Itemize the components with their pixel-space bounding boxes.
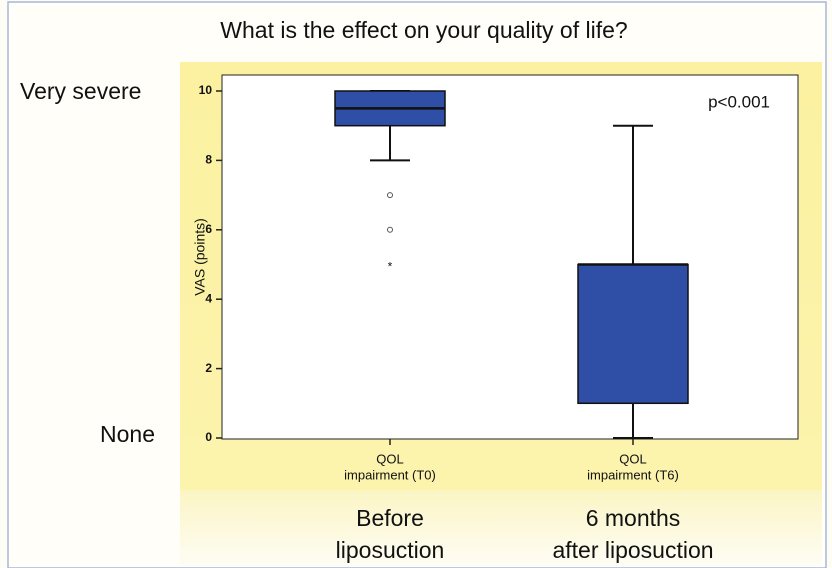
y-tick-label: 6	[205, 222, 212, 236]
group-label: 6 months	[586, 505, 681, 531]
x-tick-label: QOL	[376, 451, 403, 466]
y-tick-label: 8	[205, 153, 212, 167]
x-tick-label: impairment (T0)	[344, 467, 436, 482]
chart-title: What is the effect on your quality of li…	[220, 17, 627, 43]
outlier	[387, 226, 393, 233]
y-axis-label: VAS (points)	[192, 218, 208, 296]
y-tick-label: 10	[199, 83, 213, 97]
x-tick-label: QOL	[619, 451, 646, 466]
plot-area	[221, 74, 799, 440]
scale-label: None	[100, 421, 155, 447]
y-tick-label: 2	[205, 361, 212, 375]
scale-label: Very severe	[20, 78, 141, 104]
x-tick-label: impairment (T6)	[587, 467, 679, 482]
group-label: liposuction	[336, 537, 445, 563]
outlier: *	[388, 260, 393, 274]
group-label: after liposuction	[552, 537, 713, 563]
panel-fade	[180, 490, 822, 566]
group-label: Before	[356, 505, 424, 531]
y-tick-label: 0	[205, 430, 212, 444]
p-value: p<0.001	[708, 92, 770, 111]
box	[577, 263, 689, 405]
outlier	[387, 192, 393, 199]
y-tick-label: 4	[205, 291, 212, 305]
